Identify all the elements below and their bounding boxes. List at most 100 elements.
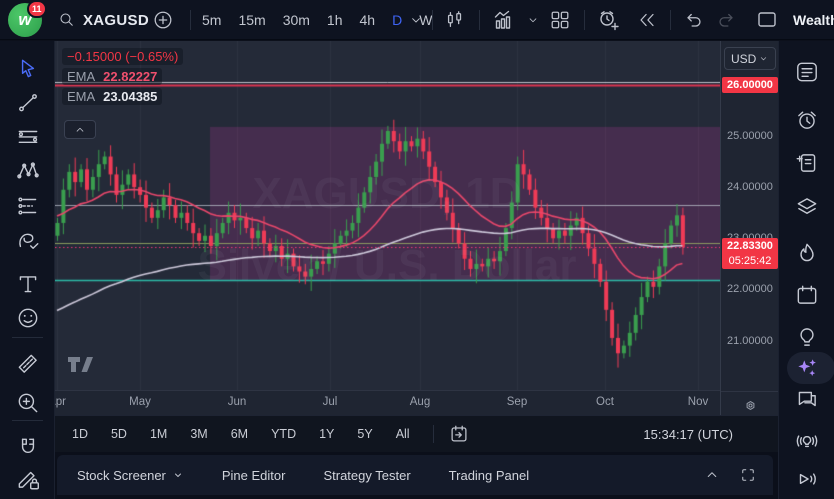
month-label-jun: Jun [227,396,247,408]
fib-retracement-tool[interactable] [13,123,43,153]
layout-grid-icon[interactable] [549,0,571,40]
ema2-label: EMA [67,89,96,104]
bar-replay-icon[interactable] [636,0,658,40]
calendar-icon-shape [797,285,817,304]
watchlist-button[interactable] [794,59,820,85]
wealth-menu[interactable]: Wealth [793,12,834,28]
calendar-button[interactable] [794,282,820,308]
symbol-search[interactable]: XAGUSD [58,0,149,40]
panel-tab-trading-panel[interactable]: Trading Panel [449,468,529,483]
chart-pane[interactable]: XAGUSD, 1D Silver / U.S. Dollar −0.15000… [55,41,720,390]
currency-select[interactable]: USD [724,47,776,70]
ideas-bulb-button[interactable] [794,324,820,350]
alerts-clock-icon [794,107,820,133]
timeframe-5m[interactable]: 5m [202,12,222,28]
pane-collapse-button[interactable] [64,120,96,139]
clock-utc[interactable]: 15:34:17 (UTC) [643,426,733,442]
notification-badge[interactable]: 11 [27,0,47,18]
trend-line-tool[interactable] [13,88,43,118]
timeframe-15m[interactable]: 15m [238,12,266,28]
range-1y[interactable]: 1Y [319,427,335,441]
projection-tool[interactable] [13,191,43,221]
range-5d[interactable]: 5D [110,427,127,441]
zoom-in-tool[interactable] [13,388,43,418]
ai-sparkles-button[interactable] [794,355,820,381]
price-scale-gear-icon[interactable] [721,391,779,414]
stream-icon-shape [799,473,816,485]
range-6m[interactable]: 6M [230,427,249,441]
arc-brush-icon-shape [19,233,39,249]
go-to-date-icon[interactable] [448,423,470,445]
toolbar-separator [12,420,43,421]
range-5y[interactable]: 5Y [357,427,373,441]
panel-maximize-icon[interactable] [739,466,757,484]
panel-tab-strategy-tester[interactable]: Strategy Tester [323,468,410,483]
stream-button[interactable] [794,466,820,492]
timeframe-30m[interactable]: 30m [282,12,310,28]
edit-lock-icon [15,466,41,492]
cursor-tool[interactable] [13,54,43,84]
alert-price-badge[interactable]: 26.00000 [722,77,778,93]
alerts-clock-button[interactable] [794,107,820,133]
edit-lock-tool[interactable] [13,464,43,494]
ruler-tool[interactable] [13,349,43,379]
journal-plus-button[interactable] [794,150,820,176]
month-label-jul: Jul [322,396,338,408]
timeframe-4h[interactable]: 4h [359,12,376,28]
time-axis[interactable]: Apr May Jun Jul Aug Sep Oct Nov [55,390,720,415]
timeframe-1h[interactable]: 1h [326,12,343,28]
price-scale[interactable]: USD 26.00000 22.83300 05:25:42 26.000002… [720,41,779,415]
zoom-in-icon [15,390,41,416]
indicators-chevron-down-icon[interactable] [526,0,540,40]
chevron-down-icon [172,469,184,481]
price-change-label[interactable]: −0.15000 (−0.65%) [62,48,184,65]
object-tree-button[interactable] [794,194,820,220]
range-3m[interactable]: 3M [190,427,208,441]
current-price-badge[interactable]: 22.83300 05:25:42 [722,238,778,269]
alerts-clock-icon-shape [798,111,816,129]
hotlist-flame-button[interactable] [794,240,820,266]
bottom-panel: Stock Screener Pine Editor Strategy Tester… [57,455,773,495]
indicators-icon[interactable] [492,0,516,40]
tradingview-logo[interactable] [66,354,96,376]
emoji-tool[interactable] [13,303,43,333]
ruler-icon-shape [18,354,37,373]
text-tool[interactable] [13,269,43,299]
price-chart-canvas[interactable] [55,41,720,390]
broadcast-button[interactable] [794,428,820,454]
zoom-in-icon-shape [18,393,38,413]
ema2-legend-row[interactable]: EMA 23.04385 [62,88,163,105]
arc-brush-icon [15,228,41,254]
compare-add-icon[interactable] [152,0,174,40]
ruler-icon [15,351,41,377]
panel-tab-pine-editor[interactable]: Pine Editor [222,468,286,483]
month-label-sep: Sep [506,396,528,408]
panel-collapse-chevron-icon[interactable] [703,466,721,484]
month-label-nov: Nov [687,396,709,408]
ema1-legend-row[interactable]: EMA 22.82227 [62,68,163,85]
undo-arrow-icon[interactable] [683,0,705,40]
magnet-tool[interactable] [13,433,43,463]
timeframe-chevron-down-icon[interactable] [408,0,424,40]
journal-plus-icon-shape [796,154,816,172]
range-1m[interactable]: 1M [149,427,168,441]
panel-items: Stock Screener Pine Editor Strategy Tester… [77,468,567,483]
range-all[interactable]: All [395,427,410,441]
redo-arrow-icon[interactable] [715,0,737,40]
alert-clock-plus-icon[interactable] [596,0,620,40]
timeframe-D[interactable]: D [392,12,403,28]
month-label-oct: Oct [596,396,614,408]
month-label-may: May [129,396,151,408]
arc-brush-tool[interactable] [13,226,43,256]
screenshot-frame-icon[interactable] [755,0,779,40]
timeframe-W[interactable]: W [419,12,433,28]
xabcd-pattern-icon-shape [17,162,39,179]
range-ytd[interactable]: YTD [271,427,297,441]
candle-style-icon[interactable] [444,0,466,40]
chat-button[interactable] [794,386,820,412]
xabcd-pattern-tool[interactable] [13,156,43,186]
price-tick-21: 21.00000 [727,334,773,347]
panel-tab-stock-screener[interactable]: Stock Screener [77,468,184,483]
range-1d[interactable]: 1D [72,427,88,441]
hotlist-flame-icon-shape [800,243,814,262]
